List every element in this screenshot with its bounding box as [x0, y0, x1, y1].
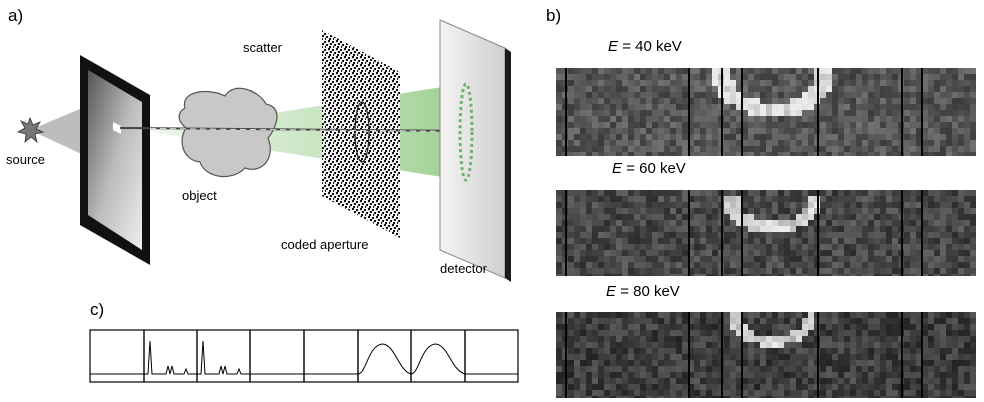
coded-aperture-label: coded aperture — [281, 237, 369, 252]
source-icon — [16, 116, 45, 144]
detector-label: detector — [440, 261, 487, 276]
scatter-label: scatter — [243, 40, 283, 55]
detector-image-3 — [556, 312, 976, 398]
energy-label-80: E = 80 keV — [606, 283, 680, 300]
schematic-diagram — [16, 19, 511, 282]
source-label: source — [6, 152, 46, 167]
object-shape — [178, 87, 278, 178]
spectrum-3 — [197, 340, 250, 375]
panel-label-b: b) — [546, 6, 562, 25]
energy-label-40: E = 40 keV — [608, 38, 682, 55]
central-ray — [119, 127, 476, 132]
coded-aperture-mask — [322, 30, 400, 238]
energy-label-60: E = 60 keV — [612, 160, 686, 177]
spectrum-2 — [144, 340, 197, 375]
spectrum-7 — [410, 343, 466, 375]
detector-plate — [439, 19, 506, 279]
object-label: object — [182, 188, 217, 203]
panel-label-c: c) — [90, 300, 105, 319]
aperture-window — [88, 70, 142, 250]
spectrum-6 — [357, 343, 412, 375]
detector-image-2 — [556, 190, 976, 276]
panel-label-a: a) — [8, 6, 24, 25]
detector-ring — [458, 82, 474, 182]
detector-image-1 — [556, 68, 976, 156]
